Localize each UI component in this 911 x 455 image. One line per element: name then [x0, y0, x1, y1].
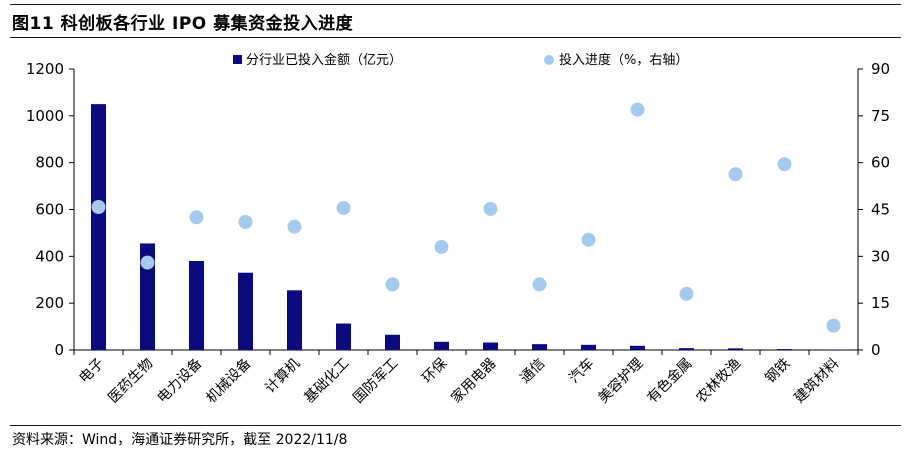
legend-dot-label: 投入进度（%，右轴）	[559, 52, 688, 68]
right-axis-tick-label: 60	[871, 154, 890, 172]
x-axis-category-label: 建筑材料	[791, 356, 842, 407]
left-axis-tick-label: 800	[35, 154, 64, 172]
right-axis-tick-label: 75	[871, 107, 890, 125]
x-axis-category-label: 机械设备	[203, 355, 255, 407]
progress-point-机械设备	[238, 214, 253, 229]
x-axis-category-label: 钢铁	[762, 356, 793, 387]
left-axis-tick-label: 0	[54, 341, 64, 359]
bar-建筑材料	[826, 349, 841, 351]
bar-农林牧渔	[728, 348, 743, 350]
progress-point-医药生物	[140, 255, 155, 270]
bar-机械设备	[238, 272, 253, 350]
progress-point-通信	[532, 277, 547, 292]
source-note: 资料来源：Wind，海通证券研究所，截至 2022/11/8	[12, 432, 348, 448]
x-axis-category-label: 农林牧渔	[693, 356, 744, 407]
bar-电子	[91, 104, 106, 350]
progress-point-基础化工	[336, 200, 351, 215]
progress-point-建筑材料	[826, 318, 841, 333]
progress-point-汽车	[581, 232, 596, 247]
bar-计算机	[287, 290, 302, 350]
progress-point-环保	[434, 239, 449, 254]
progress-point-农林牧渔	[728, 167, 743, 182]
x-axis-category-label: 环保	[419, 356, 450, 387]
legend-dot-swatch	[544, 55, 554, 65]
right-axis-tick-label: 45	[871, 201, 890, 219]
bar-环保	[434, 341, 449, 350]
top-rule	[10, 4, 901, 5]
left-axis-tick-label: 400	[35, 247, 64, 265]
progress-point-电子	[91, 200, 106, 215]
bar-有色金属	[679, 348, 694, 350]
progress-point-美容护理	[630, 102, 645, 117]
right-axis-tick-label: 0	[871, 341, 881, 359]
x-axis-category-label: 电力设备	[154, 355, 206, 407]
progress-point-国防军工	[385, 277, 400, 292]
right-axis-tick-label: 30	[871, 247, 890, 265]
progress-point-有色金属	[679, 286, 694, 301]
x-axis-category-label: 通信	[517, 356, 548, 387]
progress-point-家用电器	[483, 201, 498, 216]
bar-钢铁	[777, 349, 792, 350]
bar-电力设备	[189, 261, 204, 350]
x-axis-category-label: 国防军工	[350, 356, 401, 407]
title-rule	[10, 37, 901, 38]
x-axis-category-label: 汽车	[566, 355, 598, 387]
bar-家用电器	[483, 342, 498, 350]
bar-基础化工	[336, 323, 351, 350]
progress-point-电力设备	[189, 210, 204, 225]
x-axis-category-label: 医药生物	[105, 356, 156, 407]
bar-国防军工	[385, 334, 400, 350]
left-axis-tick-label: 600	[35, 201, 64, 219]
legend-bar-swatch	[233, 55, 242, 64]
legend-bar-label: 分行业已投入金额（亿元）	[246, 52, 402, 68]
left-axis-tick-label: 1200	[26, 60, 64, 78]
bar-美容护理	[630, 345, 645, 350]
x-axis-category-label: 计算机	[262, 356, 303, 397]
left-axis-tick-label: 1000	[26, 107, 64, 125]
x-axis-category-label: 电子	[76, 356, 107, 387]
right-axis-tick-label: 90	[871, 60, 890, 78]
legend: 分行业已投入金额（亿元） 投入进度（%，右轴）	[233, 52, 688, 68]
bar-通信	[532, 344, 547, 350]
progress-point-钢铁	[777, 157, 792, 172]
x-axis-category-label: 美容护理	[595, 355, 647, 407]
x-axis-category-label: 家用电器	[448, 355, 500, 407]
left-axis-tick-label: 200	[35, 294, 64, 312]
footer-rule	[10, 425, 901, 426]
right-axis-tick-label: 15	[871, 294, 890, 312]
progress-point-计算机	[287, 219, 302, 234]
chart-title: 图11 科创板各行业 IPO 募集资金投入进度	[12, 14, 354, 34]
bar-汽车	[581, 344, 596, 350]
x-axis-category-label: 基础化工	[301, 355, 353, 407]
x-axis-category-label: 有色金属	[644, 355, 696, 407]
bar-医药生物	[140, 243, 155, 350]
